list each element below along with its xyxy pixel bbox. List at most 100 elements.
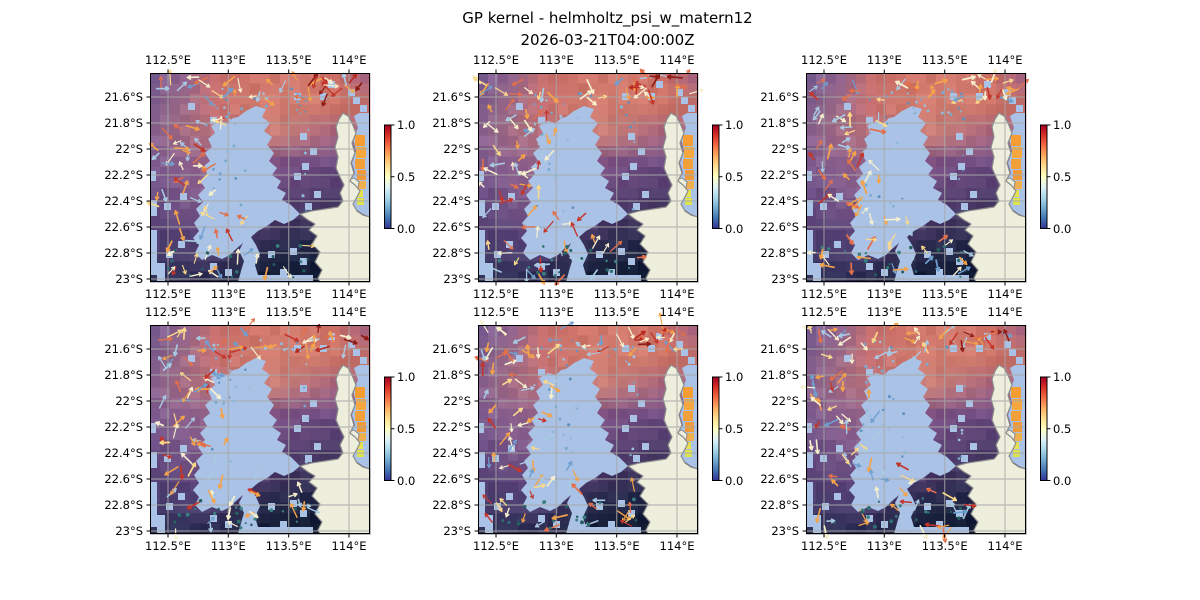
x-tick-label: 114°E	[987, 53, 1023, 67]
colorbar-tick-label: 0.5	[397, 169, 416, 184]
y-tick-label: 22.8°S	[104, 246, 143, 260]
x-tick-label: 113°E	[866, 287, 902, 301]
axis-tick-marks	[802, 69, 1006, 286]
colorbar-tick-label: 0.0	[397, 473, 416, 488]
y-tick-label: 21.6°S	[104, 342, 143, 356]
x-tick-label: 112.5°E	[801, 305, 847, 319]
y-tick-label: 22.6°S	[104, 472, 143, 486]
x-tick-label: 113°E	[210, 287, 246, 301]
colorbar-tick-label: 0.0	[725, 473, 744, 488]
y-tick-label: 22.4°S	[104, 446, 143, 460]
y-tick-label: 22°S	[443, 142, 471, 156]
y-tick-label: 23°S	[771, 272, 799, 286]
x-tick-label: 113.5°E	[593, 539, 640, 553]
y-tick-label: 23°S	[115, 272, 143, 286]
y-tick-label: 22.6°S	[432, 472, 471, 486]
x-tick-label: 112.5°E	[801, 287, 847, 301]
x-tick-label: 112.5°E	[801, 539, 847, 553]
x-tick-label: 114°E	[987, 539, 1023, 553]
axes-border	[806, 325, 1026, 534]
colorbar-tick-label: 0.5	[1053, 169, 1072, 184]
y-tick-label: 21.8°S	[104, 368, 143, 382]
y-tick-label: 22.6°S	[104, 220, 143, 234]
colorbar-r2c1	[384, 376, 395, 481]
x-tick-label: 113°E	[538, 287, 574, 301]
x-tick-label: 113.5°E	[593, 53, 640, 67]
colorbar-r1c3	[1040, 124, 1051, 229]
colorbar-tick-label: 0.0	[725, 221, 744, 236]
y-tick-label: 23°S	[443, 272, 471, 286]
map-panel-r2c2	[474, 312, 699, 538]
x-tick-label: 112.5°E	[473, 287, 519, 301]
graticule	[150, 325, 370, 534]
quiver-arrows	[800, 322, 1013, 543]
x-tick-label: 114°E	[987, 287, 1023, 301]
y-tick-label: 22.2°S	[760, 420, 799, 434]
axis-tick-marks	[146, 321, 350, 538]
x-tick-label: 113.5°E	[921, 287, 968, 301]
axis-tick-marks	[474, 69, 678, 286]
y-tick-label: 21.6°S	[104, 90, 143, 104]
quiver-arrows	[155, 318, 369, 541]
y-tick-label: 22.4°S	[760, 446, 799, 460]
y-tick-label: 21.6°S	[432, 342, 471, 356]
x-tick-label: 114°E	[659, 305, 695, 319]
y-tick-label: 21.8°S	[432, 368, 471, 382]
x-tick-label: 114°E	[987, 305, 1023, 319]
x-tick-label: 112.5°E	[145, 539, 191, 553]
colorbar-tick-label: 0.0	[1053, 221, 1072, 236]
y-tick-label: 22°S	[115, 142, 143, 156]
y-tick-label: 22.8°S	[760, 246, 799, 260]
quiver-arrows	[807, 69, 1029, 278]
y-tick-label: 21.8°S	[432, 116, 471, 130]
x-tick-label: 113.5°E	[921, 539, 968, 553]
x-tick-label: 112.5°E	[473, 53, 519, 67]
x-tick-label: 113.5°E	[593, 287, 640, 301]
x-tick-label: 112.5°E	[145, 53, 191, 67]
y-tick-label: 21.8°S	[104, 116, 143, 130]
y-tick-label: 21.8°S	[760, 368, 799, 382]
x-tick-label: 112.5°E	[145, 305, 191, 319]
y-tick-label: 23°S	[771, 524, 799, 538]
x-tick-label: 112.5°E	[801, 53, 847, 67]
y-tick-label: 22.4°S	[760, 194, 799, 208]
x-tick-label: 113.5°E	[265, 539, 312, 553]
x-tick-label: 113°E	[866, 305, 902, 319]
y-tick-label: 21.6°S	[760, 90, 799, 104]
x-tick-label: 113.5°E	[265, 53, 312, 67]
colorbar-tick-label: 0.0	[1053, 473, 1072, 488]
x-tick-label: 113°E	[210, 53, 246, 67]
x-tick-label: 114°E	[659, 539, 695, 553]
y-tick-label: 22.6°S	[760, 220, 799, 234]
y-tick-label: 22.6°S	[432, 220, 471, 234]
y-tick-label: 22.2°S	[432, 168, 471, 182]
map-panel-r1c1	[146, 69, 371, 286]
y-tick-label: 22.2°S	[760, 168, 799, 182]
y-tick-label: 22.2°S	[432, 420, 471, 434]
y-tick-label: 22.8°S	[432, 246, 471, 260]
x-tick-label: 112.5°E	[473, 305, 519, 319]
quiver-arrows	[474, 312, 686, 532]
colorbar-tick-label: 0.5	[1053, 421, 1072, 436]
y-tick-label: 23°S	[115, 524, 143, 538]
axes-border	[478, 325, 698, 534]
colorbar-tick-label: 1.0	[397, 370, 416, 384]
y-tick-label: 22.4°S	[432, 446, 471, 460]
x-tick-label: 112.5°E	[145, 287, 191, 301]
colorbar-tick-label: 1.0	[1053, 118, 1072, 132]
x-tick-label: 113°E	[538, 53, 574, 67]
colorbar-r2c3	[1040, 376, 1051, 481]
x-tick-label: 113°E	[866, 53, 902, 67]
colorbar-tick-label: 1.0	[725, 118, 744, 132]
x-tick-label: 114°E	[659, 53, 695, 67]
axis-tick-marks	[474, 321, 678, 538]
graticule	[478, 325, 698, 534]
x-tick-label: 113°E	[210, 539, 246, 553]
x-tick-label: 113.5°E	[921, 53, 968, 67]
graticule	[478, 73, 698, 282]
x-tick-label: 113.5°E	[265, 305, 312, 319]
x-tick-label: 113°E	[866, 539, 902, 553]
figure-title: GP kernel - helmholtz_psi_w_matern12	[462, 9, 753, 27]
y-tick-label: 22°S	[443, 394, 471, 408]
